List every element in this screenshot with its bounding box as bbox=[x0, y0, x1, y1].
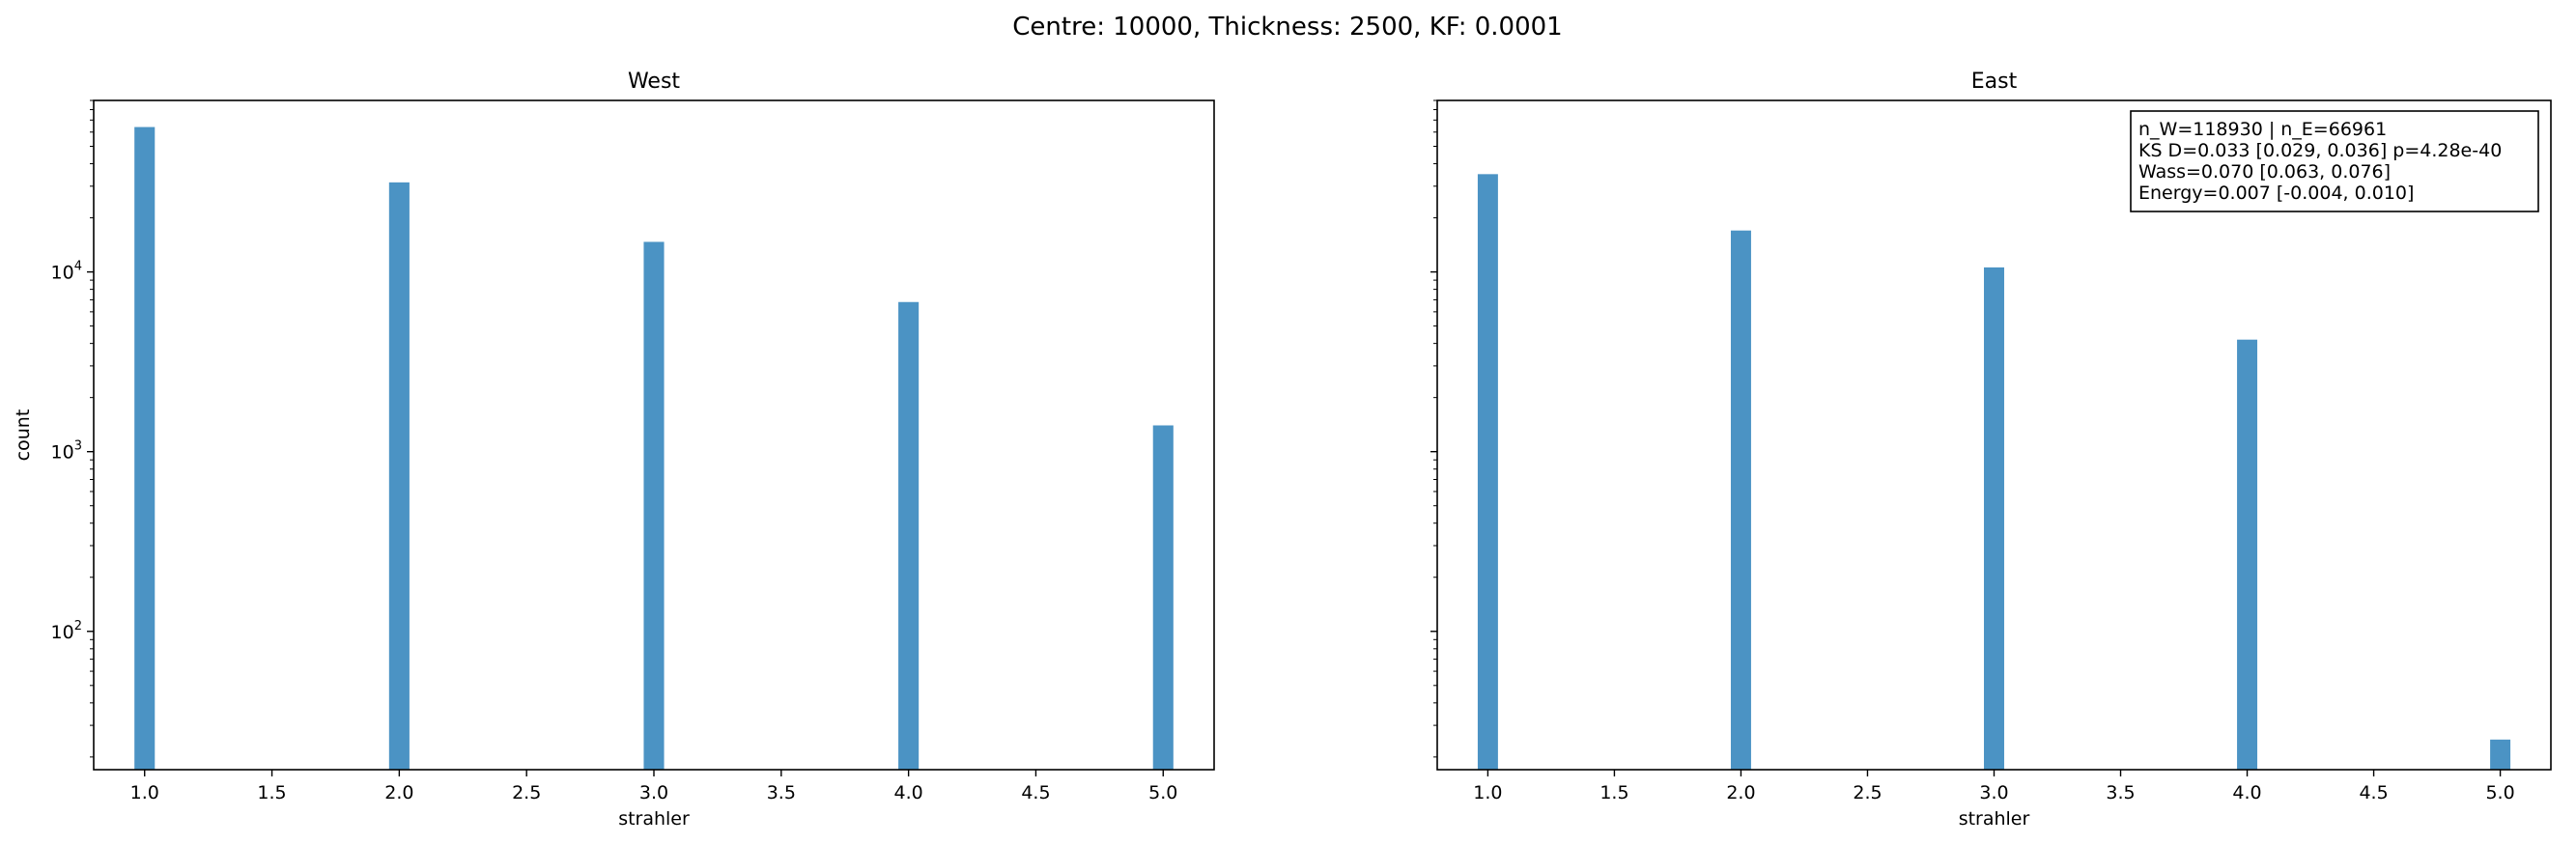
x-tick-label: 1.5 bbox=[1599, 782, 1628, 803]
x-tick-label: 5.0 bbox=[2485, 782, 2514, 803]
x-tick-label: 3.0 bbox=[1979, 782, 2008, 803]
x-tick-label: 1.5 bbox=[257, 782, 286, 803]
x-tick-label: 4.5 bbox=[2359, 782, 2388, 803]
y-tick-label: 102 bbox=[51, 619, 82, 643]
chart-panel-west: 1.0 1.5 2.0 2.5 3.0 3.5 4.0 4.5 5.0102103104West… bbox=[13, 70, 1215, 830]
y-tick-label-exponent: 3 bbox=[74, 439, 82, 454]
histogram-bar bbox=[1477, 174, 1498, 771]
x-tick-label: 3.5 bbox=[767, 782, 796, 803]
x-tick-label: 2.0 bbox=[384, 782, 413, 803]
histogram-bar bbox=[2490, 739, 2511, 770]
histogram-bar bbox=[1984, 267, 2004, 770]
x-tick-label: 4.0 bbox=[894, 782, 923, 803]
chart-panel-east: 1.0 1.5 2.0 2.5 3.0 3.5 4.0 4.5 5.0 East strahler n… bbox=[1430, 70, 2552, 830]
x-tick-label: 2.5 bbox=[1853, 782, 1882, 803]
y-tick-label: 104 bbox=[51, 260, 82, 284]
x-tick-label: 3.0 bbox=[639, 782, 668, 803]
x-tick-label: 5.0 bbox=[1148, 782, 1177, 803]
axes-title: West bbox=[628, 70, 680, 94]
x-tick-label: 3.5 bbox=[2106, 782, 2135, 803]
x-tick-label: 2.0 bbox=[1726, 782, 1755, 803]
stats-annotation-line: Energy=0.007 [-0.004, 0.010] bbox=[2138, 183, 2414, 204]
stats-annotation-box bbox=[2130, 110, 2539, 212]
figure-suptitle: Centre: 10000, Thickness: 2500, KF: 0.00… bbox=[1012, 13, 1562, 42]
x-tick-label: 1.0 bbox=[130, 782, 159, 803]
chart-panels: 1.0 1.5 2.0 2.5 3.0 3.5 4.0 4.5 5.0102103104West… bbox=[13, 70, 2552, 830]
y-tick-label-base: 10 bbox=[51, 263, 74, 284]
stats-annotation-line: Wass=0.070 [0.063, 0.076] bbox=[2138, 161, 2391, 183]
y-tick-label-exponent: 2 bbox=[74, 619, 82, 634]
histogram-bar bbox=[2237, 339, 2258, 770]
histogram-bar bbox=[134, 127, 156, 771]
stats-annotation-line: n_W=118930 | n_E=66961 bbox=[2138, 119, 2387, 140]
stats-annotation-line: KS D=0.033 [0.029, 0.036] p=4.28e-40 bbox=[2138, 140, 2502, 161]
x-axis-label: strahler bbox=[1959, 808, 2030, 830]
histogram-bar bbox=[898, 301, 920, 770]
x-tick-label: 4.0 bbox=[2232, 782, 2261, 803]
y-tick-label-base: 10 bbox=[51, 622, 74, 643]
x-tick-label: 4.5 bbox=[1021, 782, 1050, 803]
y-tick-label-exponent: 4 bbox=[74, 260, 82, 274]
x-tick-label: 1.0 bbox=[1473, 782, 1502, 803]
x-axis-label: strahler bbox=[618, 808, 690, 830]
histogram-bar bbox=[1152, 425, 1174, 770]
y-axis-label: count bbox=[13, 409, 34, 462]
histogram-bar bbox=[1730, 230, 1751, 771]
x-tick-label: 2.5 bbox=[512, 782, 541, 803]
histogram-bar bbox=[388, 182, 410, 770]
y-tick-label-base: 10 bbox=[51, 442, 74, 464]
y-tick-label: 103 bbox=[51, 439, 82, 464]
histogram-bar bbox=[643, 241, 665, 770]
axes-title: East bbox=[1971, 70, 2018, 94]
